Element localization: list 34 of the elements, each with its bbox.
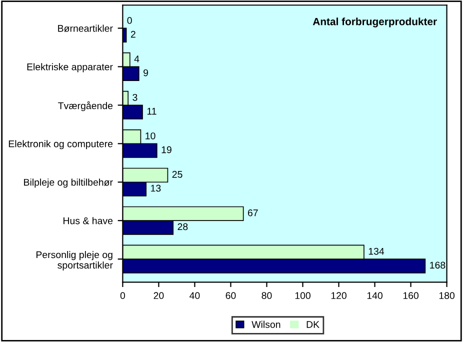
x-tick-label: 140	[367, 292, 383, 300]
data-label: 2	[130, 30, 136, 38]
data-label: 25	[172, 170, 182, 178]
data-label: 3	[132, 94, 138, 101]
y-tick-label: Elektronik og computere	[8, 140, 113, 150]
legend-label: DK	[306, 321, 320, 328]
data-label: 0	[127, 17, 132, 24]
x-tick-label: 120	[331, 292, 346, 300]
x-tick-label: 20	[154, 292, 164, 300]
x-tick-label: 40	[190, 292, 200, 300]
x-tick-label: 160	[403, 292, 419, 300]
data-label: 28	[178, 223, 188, 230]
data-label: 11	[147, 108, 156, 115]
y-tick-label: Bilpleje og biltilbehør	[24, 178, 113, 188]
data-label: 13	[151, 184, 161, 192]
text: Antal forbrugerprodukter	[312, 18, 437, 28]
y-tick-label: Elektriske apparater	[27, 63, 113, 72]
data-label: 4	[134, 56, 140, 62]
y-tick-label: Hus & have	[64, 217, 113, 224]
x-tick-label: 0	[120, 292, 126, 300]
data-label: 134	[368, 248, 384, 255]
data-label: 168	[430, 262, 446, 269]
x-tick-label: 180	[439, 292, 455, 300]
y-tick-label: Tværgående	[58, 101, 113, 112]
data-label: 19	[162, 146, 172, 154]
y-tick-label: Personlig pleje og sportsartikler	[36, 251, 113, 271]
data-label: 9	[144, 69, 148, 76]
data-label: 67	[248, 209, 258, 216]
x-tick-label: 60	[226, 292, 236, 300]
x-tick-label: 80	[262, 292, 272, 300]
data-label: 10	[146, 132, 156, 140]
x-tick-label: 100	[295, 292, 310, 300]
y-tick-label: Børneartikler	[58, 24, 113, 32]
legend-label: Wilson	[252, 320, 280, 328]
